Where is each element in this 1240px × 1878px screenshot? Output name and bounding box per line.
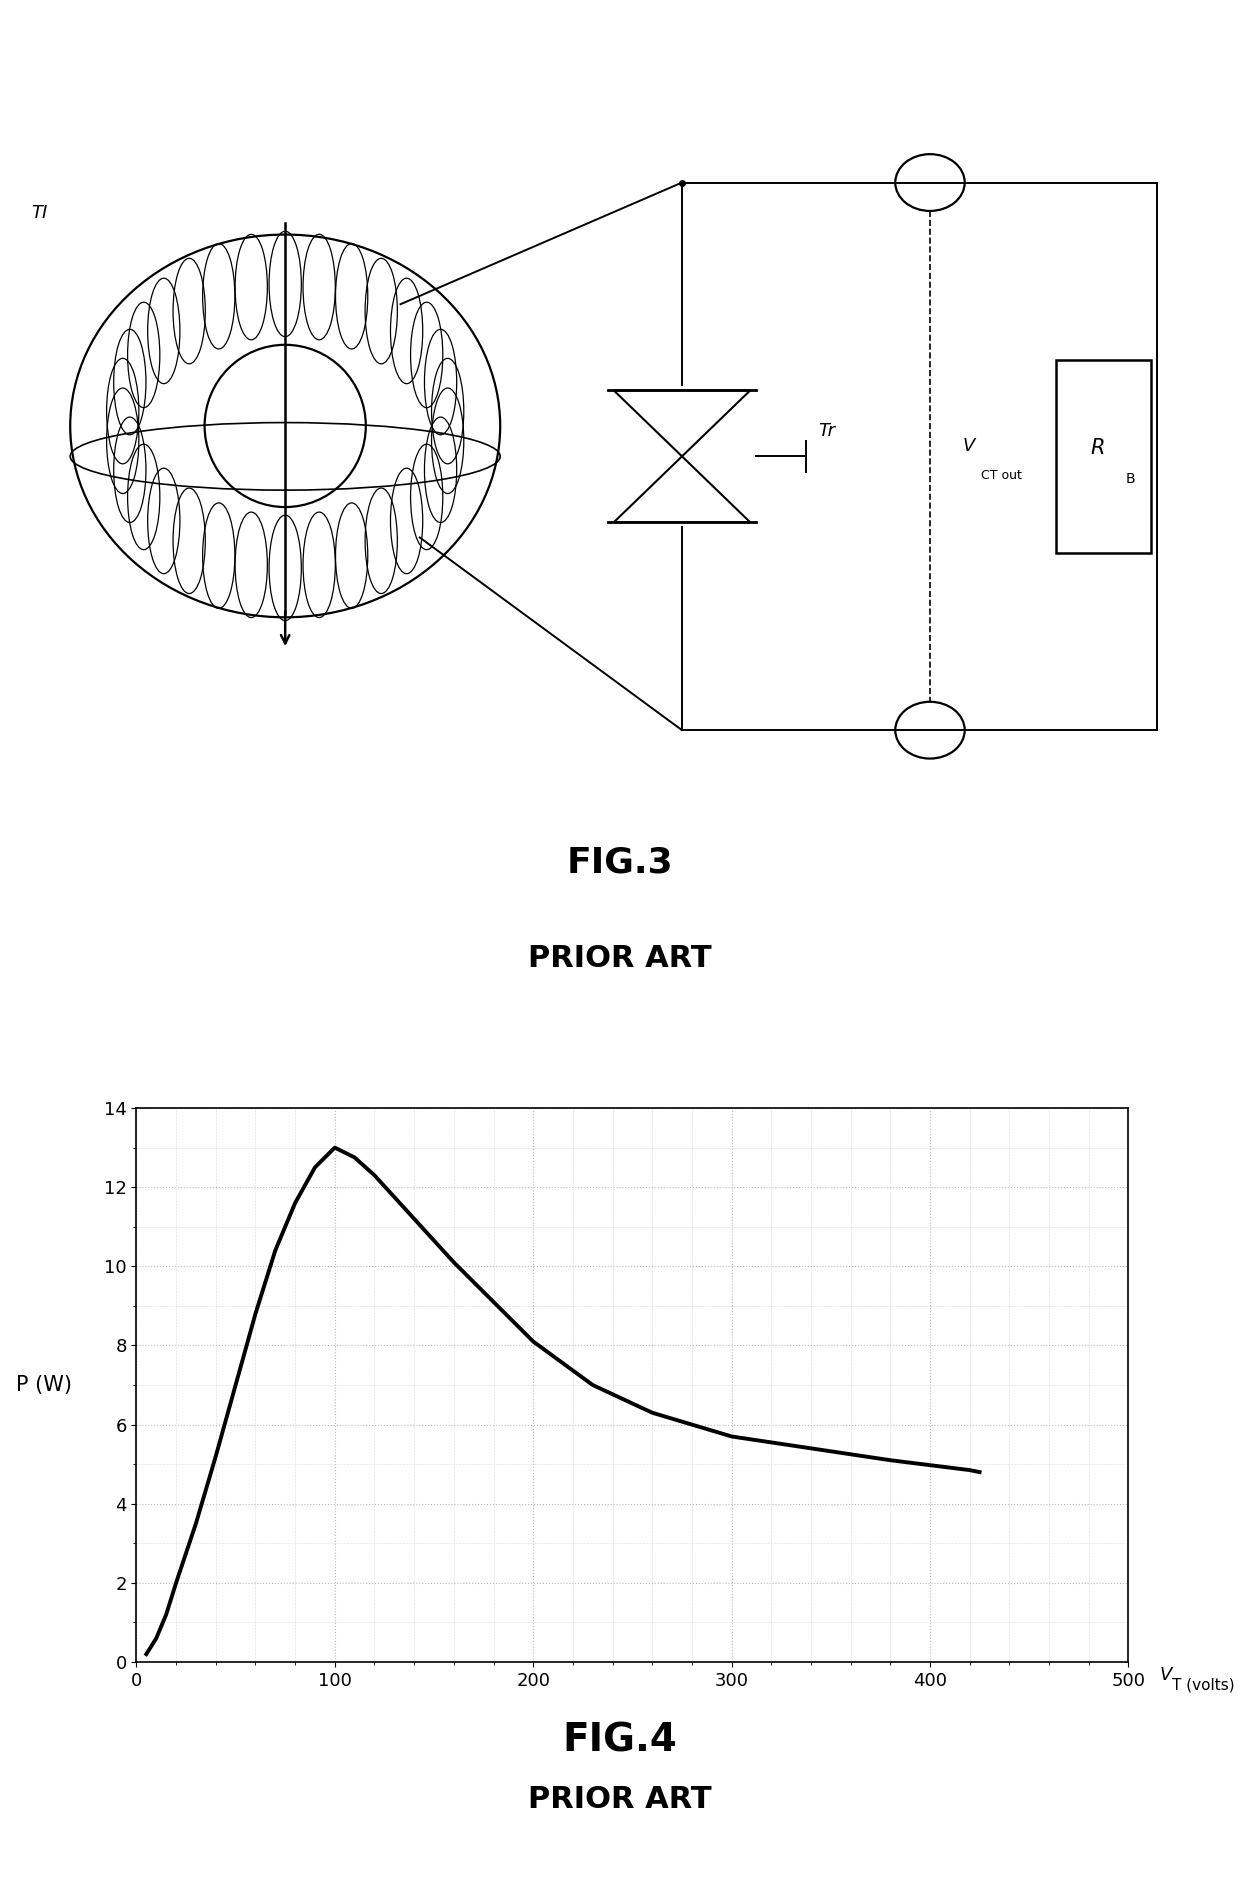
Polygon shape [614, 391, 750, 456]
Ellipse shape [205, 346, 366, 507]
Bar [1056, 361, 1151, 552]
Text: Tr: Tr [818, 423, 836, 439]
Text: V: V [962, 438, 975, 454]
Text: TI: TI [31, 205, 47, 222]
Text: CT out: CT out [981, 468, 1022, 481]
Text: PRIOR ART: PRIOR ART [528, 1784, 712, 1814]
Text: R: R [1090, 438, 1105, 458]
Text: B: B [1126, 471, 1136, 486]
Polygon shape [614, 456, 750, 522]
Text: PRIOR ART: PRIOR ART [528, 945, 712, 973]
Text: V: V [1159, 1666, 1172, 1685]
Circle shape [895, 702, 965, 759]
Text: T (volts): T (volts) [1172, 1677, 1235, 1692]
Y-axis label: P (W): P (W) [16, 1375, 72, 1395]
Text: FIG.4: FIG.4 [563, 1722, 677, 1760]
Text: FIG.3: FIG.3 [567, 845, 673, 879]
Circle shape [895, 154, 965, 210]
